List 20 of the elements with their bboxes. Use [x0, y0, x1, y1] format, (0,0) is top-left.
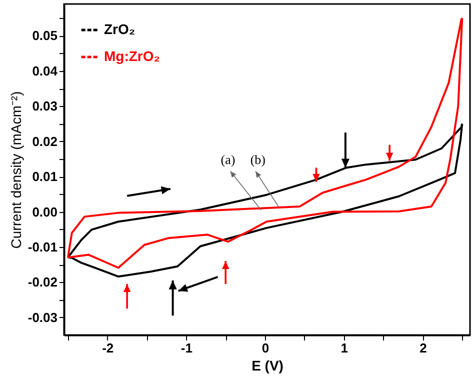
legend-label: Mg:ZrO₂	[104, 48, 160, 64]
annotation: (a)	[220, 152, 236, 168]
x-tick-label: 2	[420, 340, 427, 356]
x-tick-label: 0	[262, 340, 270, 356]
y-tick-label: 0.04	[32, 63, 58, 78]
y-tick-label: -0.01	[28, 239, 58, 254]
y-tick-label: 0.03	[32, 98, 58, 114]
y-tick-label: 0.00	[32, 204, 58, 220]
y-tick-label: -0.02	[28, 274, 58, 290]
x-tick-label: 1	[340, 340, 348, 356]
x-tick-label: -1	[180, 340, 192, 356]
y-tick-label: -0.03	[28, 310, 58, 325]
y-tick-label: 0.02	[32, 134, 58, 149]
x-axis-title: E (V)	[252, 358, 284, 374]
annotation: (b)	[250, 152, 266, 168]
y-axis-title: Current density (mAcm⁻²)	[8, 91, 24, 249]
y-tick-label: 0.05	[32, 28, 58, 44]
x-tick-label: -2	[102, 340, 114, 356]
y-tick-label: 0.01	[32, 169, 58, 184]
legend-label: ZrO₂	[104, 21, 136, 37]
